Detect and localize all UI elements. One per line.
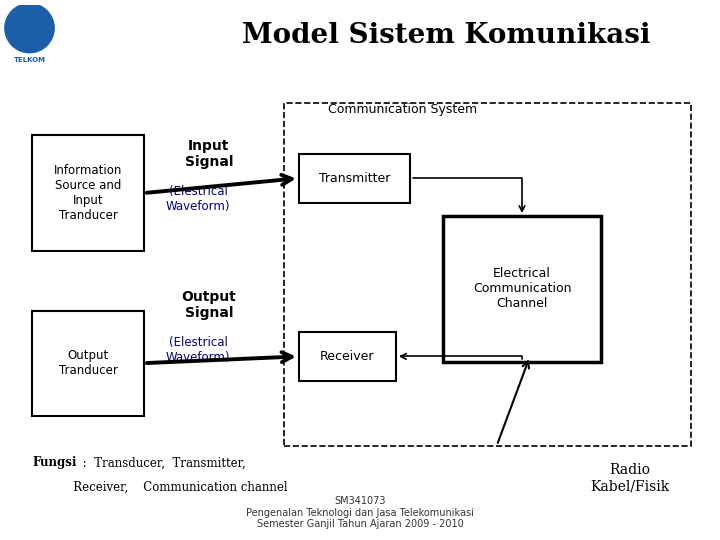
- Bar: [299, 154, 410, 202]
- Text: Transmitter: Transmitter: [319, 172, 390, 185]
- Bar: [284, 103, 691, 446]
- Text: SM341073
Pengenalan Teknologi dan Jasa Telekomunikasi
Semester Ganjil Tahun Ajar: SM341073 Pengenalan Teknologi dan Jasa T…: [246, 496, 474, 529]
- Text: TELKOM: TELKOM: [14, 57, 45, 64]
- Bar: [32, 135, 144, 251]
- Text: Output
Signal: Output Signal: [181, 290, 236, 320]
- Text: (Elestrical
Waveform): (Elestrical Waveform): [166, 336, 230, 364]
- Text: Input
Signal: Input Signal: [184, 139, 233, 169]
- Text: Communication System: Communication System: [328, 103, 477, 116]
- Circle shape: [5, 3, 54, 53]
- Text: Receiver,    Communication channel: Receiver, Communication channel: [32, 481, 288, 494]
- Text: Model Sistem Komunikasi: Model Sistem Komunikasi: [242, 22, 651, 49]
- Bar: [299, 332, 396, 381]
- Bar: [443, 216, 601, 362]
- Text: (Elestrical
Waveform): (Elestrical Waveform): [166, 185, 230, 213]
- Bar: [32, 310, 144, 416]
- Text: :  Transducer,  Transmitter,: : Transducer, Transmitter,: [79, 456, 246, 469]
- Text: Information
Source and
Input
Tranducer: Information Source and Input Tranducer: [54, 164, 122, 222]
- Text: Output
Tranducer: Output Tranducer: [59, 349, 117, 377]
- Text: Fungsi: Fungsi: [32, 456, 77, 469]
- Text: Electrical
Communication
Channel: Electrical Communication Channel: [473, 267, 571, 310]
- Text: Radio
Kabel/Fisik: Radio Kabel/Fisik: [590, 463, 670, 493]
- Text: Receiver: Receiver: [320, 350, 374, 363]
